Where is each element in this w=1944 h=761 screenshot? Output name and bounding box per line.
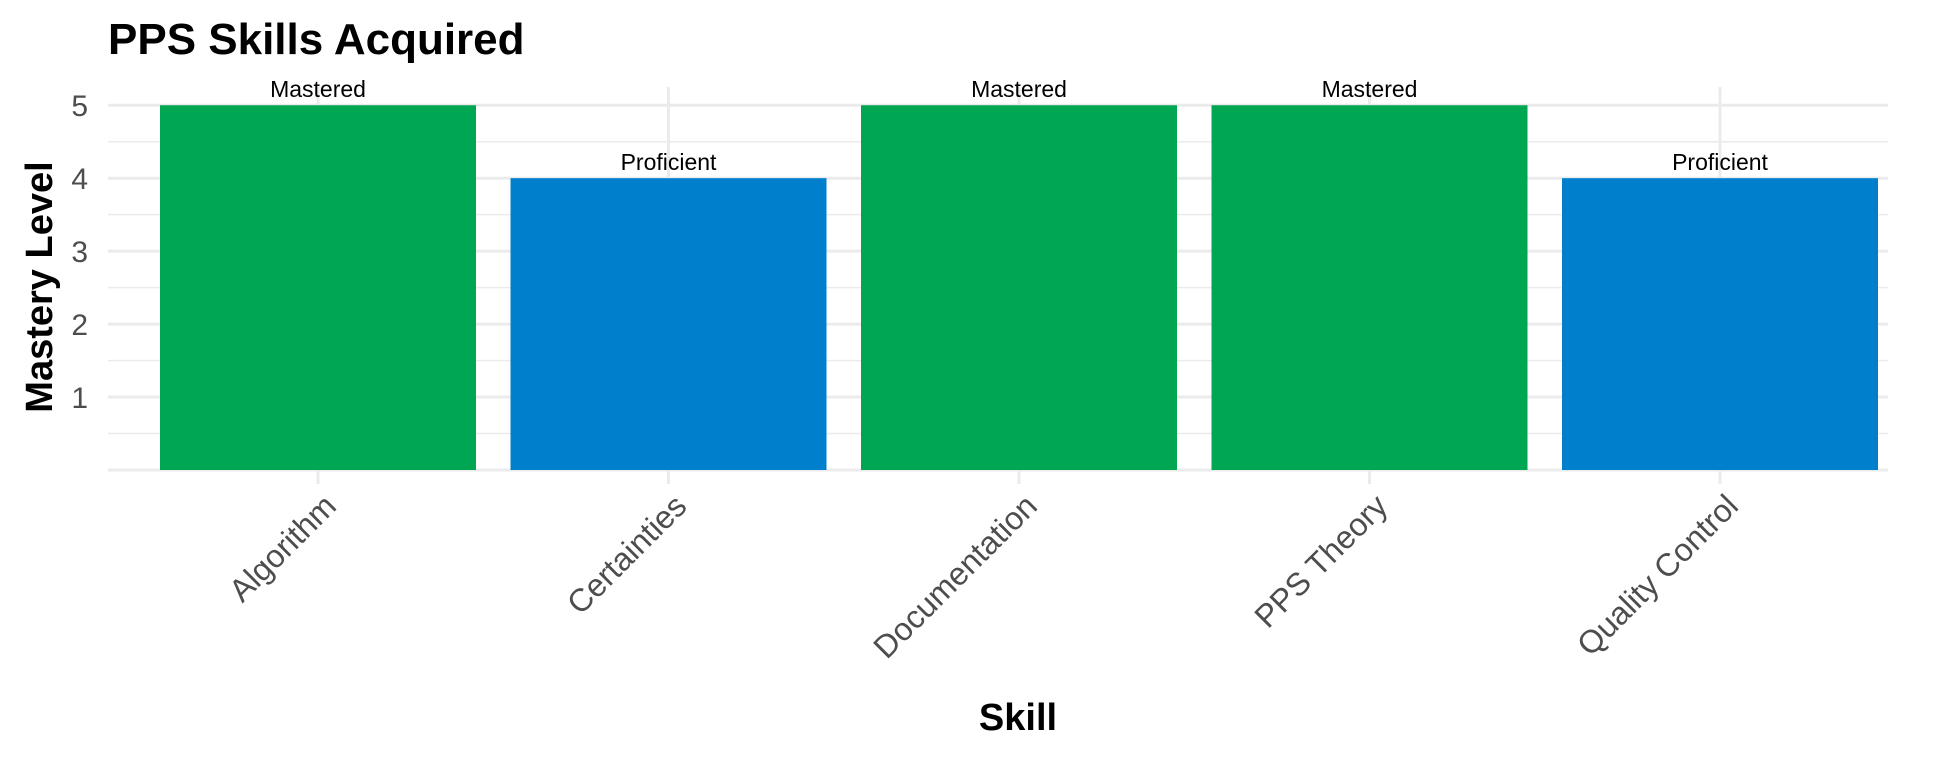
- bar-data-label: Proficient: [1672, 149, 1768, 175]
- bar-algorithm: [160, 105, 476, 470]
- bar-certainties: [510, 178, 827, 470]
- bar-documentation: [861, 105, 1177, 470]
- chart-title: PPS Skills Acquired: [108, 15, 525, 64]
- y-tick-label: 1: [71, 382, 88, 415]
- y-tick-label: 4: [71, 163, 88, 196]
- x-tick-label: Documentation: [866, 487, 1044, 665]
- y-tick-label: 3: [71, 236, 88, 269]
- y-tick-label: 2: [71, 309, 88, 342]
- y-axis-title: Mastery Level: [19, 161, 61, 412]
- bar-pps-theory: [1211, 105, 1528, 470]
- bar-quality-control: [1562, 178, 1878, 470]
- x-tick-label: PPS Theory: [1247, 487, 1394, 634]
- bar-data-label: Mastered: [270, 76, 366, 102]
- x-tick-label: Algorithm: [222, 487, 343, 608]
- bar-data-label: Mastered: [1322, 76, 1418, 102]
- x-tick-label: Certainties: [560, 487, 694, 621]
- bar-layer: Mastered Proficient Mastered Mastered Profic…: [160, 76, 1878, 470]
- x-axis-title: Skill: [979, 697, 1057, 739]
- x-tick-label: Quality Control: [1570, 487, 1745, 662]
- y-tick-label: 5: [71, 90, 88, 123]
- bar-data-label: Proficient: [621, 149, 717, 175]
- bar-data-label: Mastered: [971, 76, 1067, 102]
